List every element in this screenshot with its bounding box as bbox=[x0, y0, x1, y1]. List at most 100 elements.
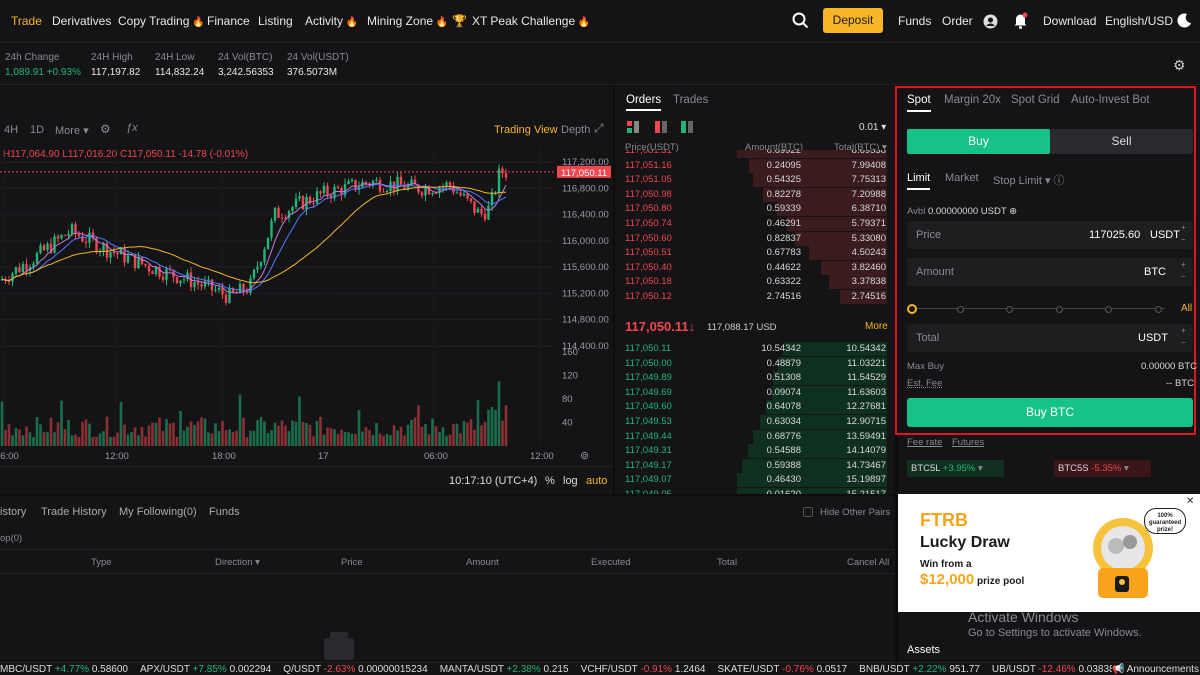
ask-row[interactable]: 117,050.18 0.63322 3.37838 bbox=[615, 275, 895, 290]
ask-row[interactable]: 117,050.51 0.67783 4.50243 bbox=[615, 246, 895, 261]
tab-trade-history[interactable]: Trade History bbox=[41, 506, 107, 518]
tab-my-following[interactable]: My Following(0) bbox=[119, 506, 197, 518]
ask-row[interactable]: 117,050.80 0.59339 6.38710 bbox=[615, 202, 895, 217]
chart-settings-icon[interactable]: ⚙ bbox=[100, 122, 111, 136]
bid-row[interactable]: 117,050.11 10.54342 10.54342 bbox=[615, 342, 895, 357]
price-field[interactable]: Price 117025.60 USDT + − bbox=[907, 221, 1193, 249]
ask-row[interactable]: 117,051.16 0.24095 7.99408 bbox=[615, 158, 895, 174]
candlestick-chart[interactable]: 117,200.00 116,800.00 116,400.00 116,000.00… bbox=[0, 146, 613, 466]
auto-toggle[interactable]: auto bbox=[586, 475, 608, 487]
precision-select[interactable]: 0.01 ▾ bbox=[859, 122, 887, 133]
nav-item-derivatives[interactable]: Derivatives bbox=[52, 14, 112, 28]
tab-auto-invest[interactable]: Auto-Invest Bot bbox=[1071, 94, 1150, 106]
ask-row[interactable]: 117,051.05 0.54325 7.75313 bbox=[615, 173, 895, 188]
more-link[interactable]: More bbox=[865, 321, 888, 332]
promo-banner[interactable]: FTRB Lucky Draw Win from a $12,000 prize… bbox=[898, 494, 1200, 612]
ticker-item[interactable]: MANTA/USDT +2.38% 0.215 bbox=[439, 664, 569, 675]
slider-handle[interactable] bbox=[907, 304, 917, 314]
open-orders-count[interactable]: op(0) bbox=[0, 533, 23, 544]
book-view-asks-icon[interactable] bbox=[655, 121, 667, 136]
buy-tab-button[interactable]: Buy bbox=[907, 129, 1050, 154]
bid-row[interactable]: 117,049.53 0.63034 12.90715 bbox=[615, 415, 895, 430]
chart-reset-icon[interactable]: ⊚ bbox=[580, 450, 589, 462]
tab-trades[interactable]: Trades bbox=[673, 94, 709, 106]
ask-row[interactable]: 117,050.40 0.44622 3.82460 bbox=[615, 260, 895, 276]
nav-item-xt-peak-challenge[interactable]: 🏆 XT Peak Challenge 🔥 bbox=[452, 14, 591, 28]
user-avatar-icon[interactable] bbox=[983, 14, 998, 32]
bid-row[interactable]: 117,050.00 0.48879 11.03221 bbox=[615, 356, 895, 372]
ticker-item[interactable]: SKATE/USDT -0.76% 0.0517 bbox=[717, 664, 848, 675]
deposit-button[interactable]: Deposit bbox=[823, 8, 883, 33]
funds-menu[interactable]: Funds bbox=[898, 14, 932, 28]
ask-row[interactable]: 117,050.98 0.82278 7.20988 bbox=[615, 187, 895, 203]
ask-row[interactable]: 117,050.12 2.74516 2.74516 bbox=[615, 290, 895, 305]
add-funds-icon[interactable]: ⊕ bbox=[1009, 206, 1018, 217]
tab-funds[interactable]: Funds bbox=[209, 506, 240, 518]
ticker-item[interactable]: VCHF/USDT -0.91% 1.2464 bbox=[580, 664, 706, 675]
nav-item-listing[interactable]: Listing bbox=[258, 14, 293, 28]
ticker-item[interactable]: BNB/USDT +2.22% 951.77 bbox=[859, 664, 980, 675]
log-toggle[interactable]: log bbox=[563, 475, 578, 487]
indicator-fx-icon[interactable]: ƒx bbox=[126, 122, 138, 134]
tab-orders[interactable]: Orders bbox=[626, 94, 662, 111]
slider-step[interactable] bbox=[1154, 306, 1162, 313]
all-button[interactable]: All bbox=[1181, 303, 1193, 314]
order-type-limit[interactable]: Limit bbox=[907, 172, 931, 190]
price-stepper[interactable]: + − bbox=[1181, 223, 1186, 244]
order-type-market[interactable]: Market bbox=[945, 172, 979, 184]
trading-view-tab[interactable]: Trading View bbox=[494, 124, 558, 136]
amount-field[interactable]: Amount BTC + − bbox=[907, 258, 1193, 286]
ask-row[interactable]: 117,051.31 0.69922 8.69538 bbox=[615, 150, 895, 159]
book-view-bids-icon[interactable] bbox=[681, 121, 693, 136]
nav-item-mining-zone[interactable]: Mining Zone 🔥 bbox=[367, 14, 449, 28]
futures-link[interactable]: Futures bbox=[952, 437, 985, 448]
tab-margin[interactable]: Margin 20x bbox=[944, 94, 1001, 106]
interval-4h[interactable]: 4H bbox=[4, 124, 19, 136]
bid-row[interactable]: 117,049.07 0.46430 15.19897 bbox=[615, 473, 895, 488]
slider-step[interactable] bbox=[956, 306, 964, 313]
expand-icon[interactable]: ⤢ bbox=[594, 121, 604, 135]
total-stepper[interactable]: + − bbox=[1181, 326, 1186, 347]
bid-row[interactable]: 117,049.05 0.01620 15.21517 bbox=[615, 488, 895, 494]
ticker-item[interactable]: APX/USDT +7.85% 0.002294 bbox=[139, 664, 272, 675]
bid-row[interactable]: 117,049.17 0.59388 14.73467 bbox=[615, 458, 895, 474]
search-icon[interactable] bbox=[792, 12, 809, 29]
amount-stepper[interactable]: + − bbox=[1181, 260, 1186, 281]
price-value[interactable]: 117025.60 bbox=[1089, 229, 1141, 241]
bid-row[interactable]: 117,049.44 0.68776 13.59491 bbox=[615, 429, 895, 445]
ask-row[interactable]: 117,050.74 0.46291 5.79371 bbox=[615, 217, 895, 232]
slider-step[interactable] bbox=[1105, 306, 1112, 313]
interval-1d[interactable]: 1D bbox=[30, 124, 45, 136]
book-view-both-icon[interactable] bbox=[627, 121, 639, 136]
col-direction[interactable]: Direction ▾ bbox=[215, 557, 260, 568]
bid-row[interactable]: 117,049.69 0.09074 11.63603 bbox=[615, 385, 895, 401]
etf-short-chip[interactable]: BTC5S -5.35% ▾ bbox=[1054, 460, 1151, 477]
cancel-all-button[interactable]: Cancel All bbox=[847, 557, 890, 568]
nav-item-activity[interactable]: Activity 🔥 bbox=[305, 14, 359, 28]
percent-toggle[interactable]: % bbox=[545, 475, 555, 487]
tab-spot-grid[interactable]: Spot Grid bbox=[1011, 94, 1060, 106]
ticker-item[interactable]: UB/USDT -12.46% 0.038388 bbox=[991, 664, 1121, 675]
etf-long-chip[interactable]: BTC5L +3.95% ▾ bbox=[907, 460, 1004, 477]
settings-gear-icon[interactable]: ⚙ bbox=[1173, 57, 1186, 73]
ticker-item[interactable]: Q/USDT -2.63% 0.00000015234 bbox=[283, 664, 428, 675]
notification-bell-icon[interactable] bbox=[1013, 12, 1028, 32]
announcements-link[interactable]: 📢 Announcements bbox=[1112, 664, 1200, 675]
close-ad-icon[interactable]: ✕ bbox=[1186, 496, 1195, 507]
buy-btc-submit-button[interactable]: Buy BTC bbox=[907, 398, 1193, 427]
tab-spot[interactable]: Spot bbox=[907, 94, 931, 112]
bid-row[interactable]: 117,049.89 0.51308 11.54529 bbox=[615, 371, 895, 386]
nav-item-finance[interactable]: Finance bbox=[207, 14, 250, 28]
order-menu[interactable]: Order bbox=[942, 14, 973, 28]
interval-more[interactable]: More ▾ bbox=[55, 125, 89, 137]
order-type-stop-limit[interactable]: Stop Limit ▾ ⓘ bbox=[993, 175, 1065, 187]
nav-item-copy-trading[interactable]: Copy Trading 🔥 bbox=[118, 14, 205, 28]
bid-row[interactable]: 117,049.60 0.64078 12.27681 bbox=[615, 400, 895, 415]
depth-tab[interactable]: Depth bbox=[561, 124, 591, 136]
nav-item-trade[interactable]: Trade bbox=[11, 14, 42, 28]
theme-moon-icon[interactable] bbox=[1177, 13, 1192, 31]
ask-row[interactable]: 117,050.60 0.82837 5.33080 bbox=[615, 231, 895, 247]
tab-order-history[interactable]: istory bbox=[0, 506, 27, 518]
download-menu[interactable]: Download bbox=[1043, 14, 1097, 28]
sell-tab-button[interactable]: Sell bbox=[1050, 129, 1193, 154]
